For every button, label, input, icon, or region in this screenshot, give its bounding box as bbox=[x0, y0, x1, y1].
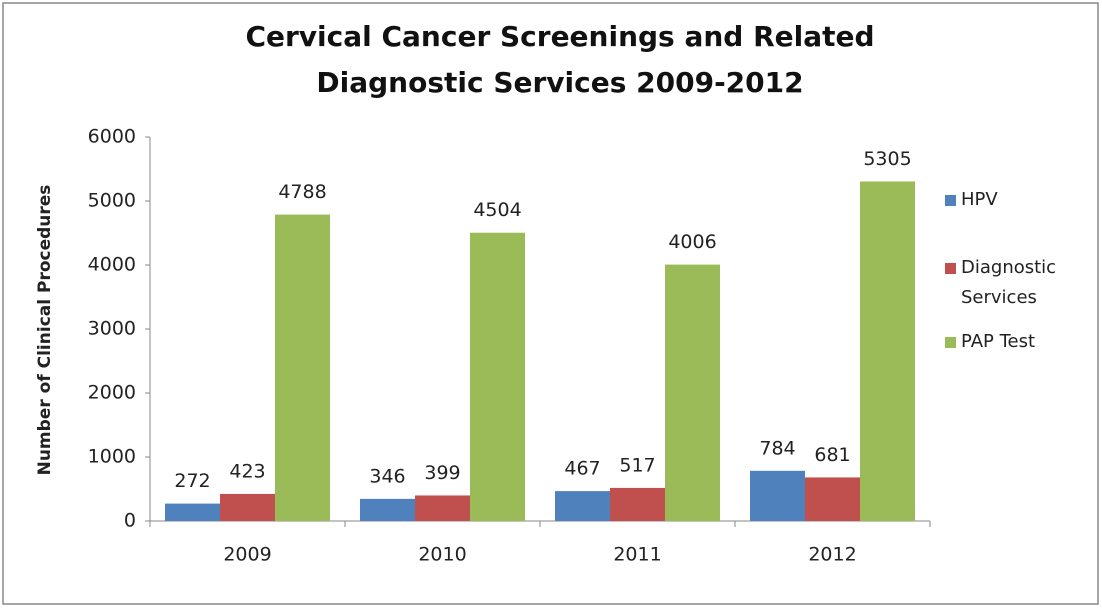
legend-item: Diagnostic Services bbox=[945, 253, 1095, 313]
bar bbox=[220, 493, 275, 521]
data-label: 4006 bbox=[668, 231, 716, 253]
bar bbox=[665, 264, 720, 521]
legend: HPV Diagnostic Services PAP Test bbox=[945, 185, 1095, 357]
data-label: 272 bbox=[174, 470, 210, 492]
data-label: 4788 bbox=[278, 181, 326, 203]
x-tick-label: 2009 bbox=[223, 544, 271, 566]
y-tick-label: 6000 bbox=[88, 126, 136, 148]
y-tick-label: 2000 bbox=[88, 382, 136, 404]
y-tick-label: 1000 bbox=[88, 446, 136, 468]
legend-swatch bbox=[945, 337, 956, 348]
bar bbox=[275, 214, 330, 521]
legend-label: PAP Test bbox=[961, 331, 1036, 352]
legend-item: PAP Test bbox=[945, 327, 1095, 357]
bar bbox=[805, 477, 860, 521]
data-label: 5305 bbox=[863, 148, 911, 170]
x-tick-label: 2011 bbox=[613, 544, 661, 566]
y-axis-label: Number of Clinical Procedures bbox=[35, 185, 55, 476]
legend-label: Diagnostic Services bbox=[961, 257, 1057, 308]
y-tick-label: 3000 bbox=[88, 318, 136, 340]
bar bbox=[360, 498, 415, 521]
bar bbox=[470, 232, 525, 521]
data-label: 681 bbox=[814, 444, 850, 466]
legend-label: HPV bbox=[961, 189, 998, 210]
bar bbox=[750, 470, 805, 521]
chart-title: Cervical Cancer Screenings and Related D… bbox=[245, 20, 875, 99]
data-label: 517 bbox=[619, 454, 655, 476]
bar bbox=[555, 491, 610, 521]
data-label: 4504 bbox=[473, 199, 521, 221]
bar bbox=[610, 487, 665, 521]
legend-item: HPV bbox=[945, 185, 1095, 215]
data-label: 467 bbox=[564, 458, 600, 480]
y-tick-label: 5000 bbox=[88, 190, 136, 212]
bar bbox=[165, 503, 220, 521]
data-label: 399 bbox=[424, 462, 460, 484]
legend-swatch bbox=[945, 195, 956, 206]
y-tick-label: 0 bbox=[124, 510, 136, 532]
data-label: 346 bbox=[369, 465, 405, 487]
data-label: 423 bbox=[229, 460, 265, 482]
x-tick-label: 2010 bbox=[418, 544, 466, 566]
bar bbox=[860, 181, 915, 522]
data-label: 784 bbox=[759, 437, 795, 459]
bar bbox=[415, 495, 470, 521]
x-tick-label: 2012 bbox=[808, 544, 856, 566]
legend-swatch bbox=[945, 263, 956, 274]
y-tick-label: 4000 bbox=[88, 254, 136, 276]
